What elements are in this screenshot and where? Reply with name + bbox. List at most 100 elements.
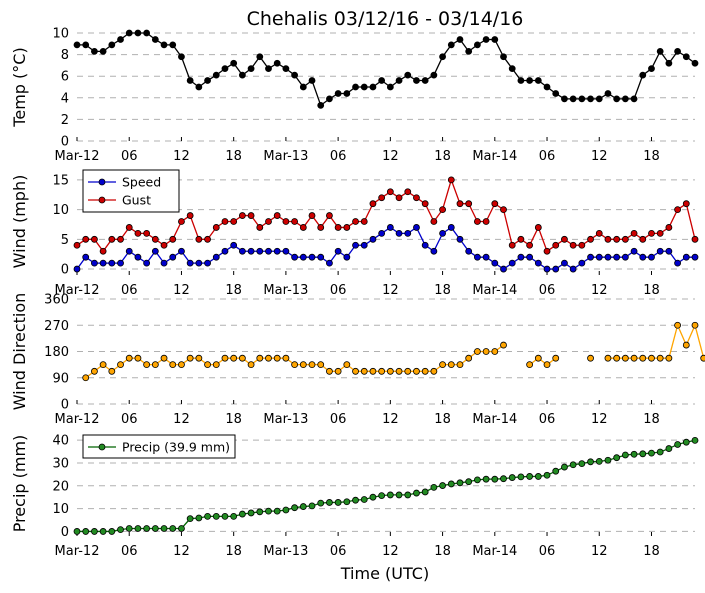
data-point — [91, 259, 98, 267]
data-point — [212, 512, 220, 520]
data-point — [439, 206, 446, 214]
data-point — [482, 218, 490, 225]
data-point — [404, 229, 412, 237]
data-point — [125, 354, 133, 362]
x-tick-label: 06 — [539, 544, 556, 559]
data-point — [352, 496, 359, 504]
series-line — [529, 357, 557, 366]
data-point — [447, 224, 455, 231]
data-point — [186, 212, 194, 219]
data-point — [204, 235, 211, 243]
data-point — [317, 361, 325, 369]
data-point — [169, 361, 177, 369]
x-tick-label: Mar-14 — [472, 283, 517, 298]
data-point — [656, 247, 664, 255]
legend-label: Speed — [122, 175, 161, 190]
data-point — [343, 361, 351, 369]
data-point — [82, 374, 90, 382]
data-point — [665, 224, 673, 231]
data-point — [256, 247, 264, 255]
data-point — [517, 235, 525, 243]
data-point — [352, 241, 359, 249]
data-point — [299, 361, 307, 369]
data-point — [221, 354, 229, 362]
data-point — [456, 361, 464, 369]
data-point — [369, 367, 377, 375]
data-point — [282, 247, 290, 255]
data-point — [395, 367, 403, 375]
data-point — [108, 259, 116, 267]
x-tick-label: Mar-14 — [472, 412, 517, 427]
data-point — [500, 53, 507, 61]
x-tick-label: 18 — [643, 149, 660, 164]
data-point — [273, 59, 281, 67]
data-point — [430, 367, 438, 375]
data-point — [282, 506, 290, 514]
data-point — [291, 71, 299, 79]
data-point — [108, 528, 116, 535]
data-point — [308, 77, 316, 84]
data-point — [665, 445, 673, 452]
x-tick-label: Mar-14 — [472, 149, 517, 164]
x-axis-label: Time (UTC) — [340, 564, 429, 583]
data-point — [369, 200, 377, 208]
data-point — [665, 59, 673, 67]
data-point — [282, 218, 290, 225]
data-point — [378, 229, 386, 237]
legend-box — [82, 434, 236, 459]
data-point — [543, 83, 551, 91]
data-point — [465, 478, 473, 486]
data-point — [273, 354, 281, 362]
data-point — [482, 348, 490, 355]
data-point — [378, 194, 386, 202]
data-point — [621, 451, 629, 459]
data-point — [73, 241, 81, 249]
data-point — [421, 77, 429, 84]
data-point — [552, 241, 560, 249]
data-point — [621, 354, 629, 362]
data-point — [273, 212, 281, 219]
data-point — [73, 41, 81, 49]
series-temp — [73, 29, 699, 109]
data-point — [613, 235, 621, 243]
data-point — [534, 473, 542, 480]
data-point — [508, 65, 516, 73]
data-point — [91, 367, 98, 375]
data-point — [587, 354, 594, 362]
data-point — [517, 77, 525, 84]
x-tick-label: Mar-12 — [55, 149, 100, 164]
data-point — [360, 241, 368, 249]
data-point — [160, 525, 168, 532]
data-point — [473, 41, 481, 49]
data-point — [604, 253, 612, 261]
data-point — [230, 218, 238, 225]
data-point — [534, 224, 542, 231]
data-point — [395, 229, 403, 237]
data-point — [247, 509, 255, 517]
legend-label: Precip (39.9 mm) — [122, 440, 230, 455]
data-point — [125, 224, 133, 231]
data-point — [99, 259, 107, 267]
data-point — [169, 525, 177, 532]
data-point — [334, 90, 342, 97]
data-point — [465, 354, 473, 362]
data-point — [125, 29, 133, 37]
x-tick-label: 12 — [173, 544, 190, 559]
data-point — [125, 525, 133, 532]
x-tick-label: Mar-12 — [55, 412, 100, 427]
data-point — [630, 450, 638, 458]
data-point — [439, 229, 446, 237]
data-point — [230, 241, 238, 249]
data-point — [326, 499, 333, 506]
data-point — [195, 259, 203, 267]
data-point — [430, 247, 438, 255]
x-tick-label: 06 — [539, 149, 556, 164]
data-point — [273, 247, 281, 255]
data-point — [517, 473, 525, 481]
data-point — [151, 525, 159, 532]
data-point — [256, 224, 264, 231]
data-point — [561, 463, 568, 471]
data-point — [378, 367, 386, 375]
legend-marker — [98, 196, 106, 204]
data-point — [648, 449, 655, 457]
